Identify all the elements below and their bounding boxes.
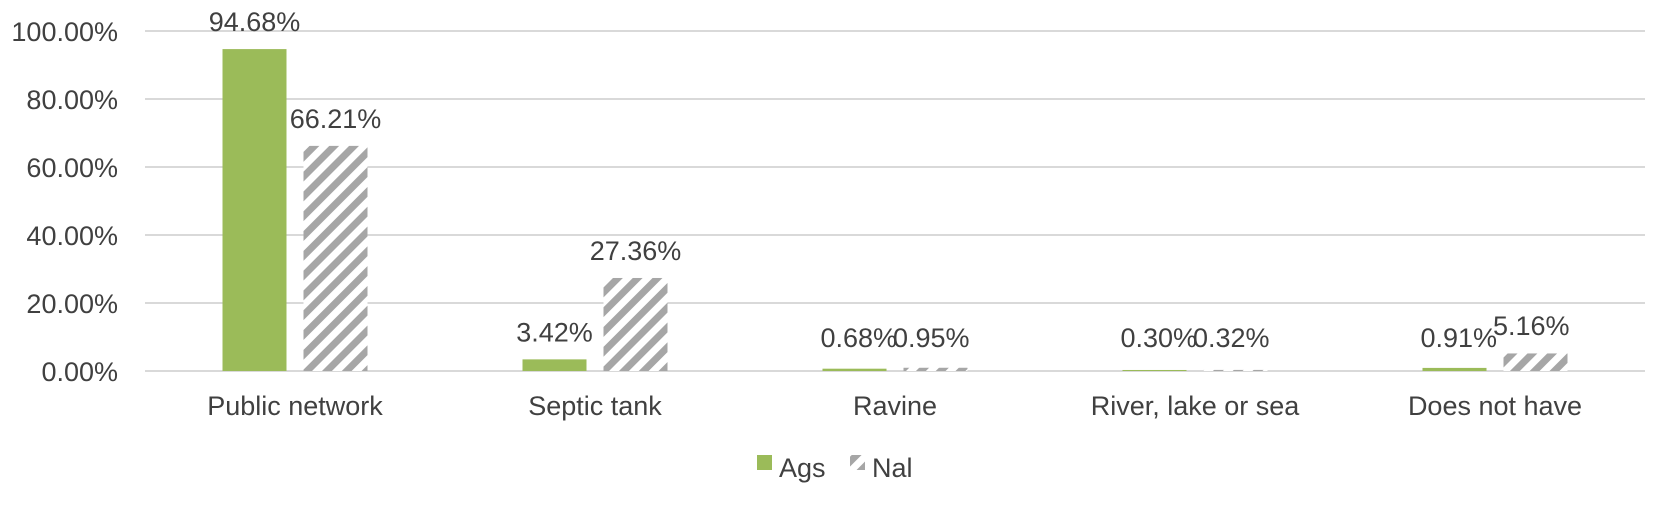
x-category-label: Public network xyxy=(207,391,383,421)
data-label-ags-0: 94.68% xyxy=(209,7,301,37)
data-label-nal-4: 5.16% xyxy=(1493,311,1570,341)
x-category-label: Ravine xyxy=(853,391,937,421)
legend-label-nal: Nal xyxy=(872,453,913,483)
data-label-ags-1: 3.42% xyxy=(516,317,593,347)
bar-nal-1 xyxy=(603,277,668,371)
bar-nal-0 xyxy=(303,145,368,371)
x-category-label: Septic tank xyxy=(528,391,662,421)
bar-ags-0 xyxy=(222,49,287,371)
data-label-nal-3: 0.32% xyxy=(1193,323,1270,353)
data-labels: 94.68%66.21%3.42%27.36%0.68%0.95% 0.30%0.… xyxy=(209,7,1570,353)
bar-ags-1 xyxy=(522,359,587,371)
bar-nal-3 xyxy=(1203,369,1268,371)
x-category-label: Does not have xyxy=(1408,391,1582,421)
legend-swatch-nal xyxy=(850,455,865,470)
data-label-nal-0: 66.21% xyxy=(290,104,382,134)
bars xyxy=(222,49,1568,371)
data-label-nal-2: 0.95% xyxy=(893,323,970,353)
y-tick-label: 80.00% xyxy=(26,85,118,115)
bar-ags-2 xyxy=(822,368,887,371)
legend-label-ags: Ags xyxy=(779,453,826,483)
legend-swatch-ags xyxy=(757,455,772,470)
y-tick-label: 40.00% xyxy=(26,221,118,251)
x-category-label: River, lake or sea xyxy=(1091,391,1301,421)
data-label-ags-3: 0.30% xyxy=(1120,323,1197,353)
y-tick-label: 0.00% xyxy=(41,357,118,387)
data-label-nal-1: 27.36% xyxy=(590,236,682,266)
y-axis-ticks: 0.00% 20.00% 40.00% 60.00% 80.00% 100.00% xyxy=(11,17,118,387)
bar-nal-4 xyxy=(1503,353,1568,371)
bar-ags-3 xyxy=(1122,369,1187,371)
legend: Ags Nal xyxy=(757,453,913,483)
y-tick-label: 20.00% xyxy=(26,289,118,319)
bar-ags-4 xyxy=(1422,367,1487,371)
y-tick-label: 60.00% xyxy=(26,153,118,183)
data-label-ags-2: 0.68% xyxy=(820,323,897,353)
y-tick-label: 100.00% xyxy=(11,17,118,47)
bar-nal-2 xyxy=(903,367,968,371)
data-label-ags-4: 0.91% xyxy=(1420,323,1497,353)
gridlines xyxy=(145,30,1645,372)
x-axis-categories: Public network Septic tank Ravine River, la… xyxy=(207,391,1582,421)
